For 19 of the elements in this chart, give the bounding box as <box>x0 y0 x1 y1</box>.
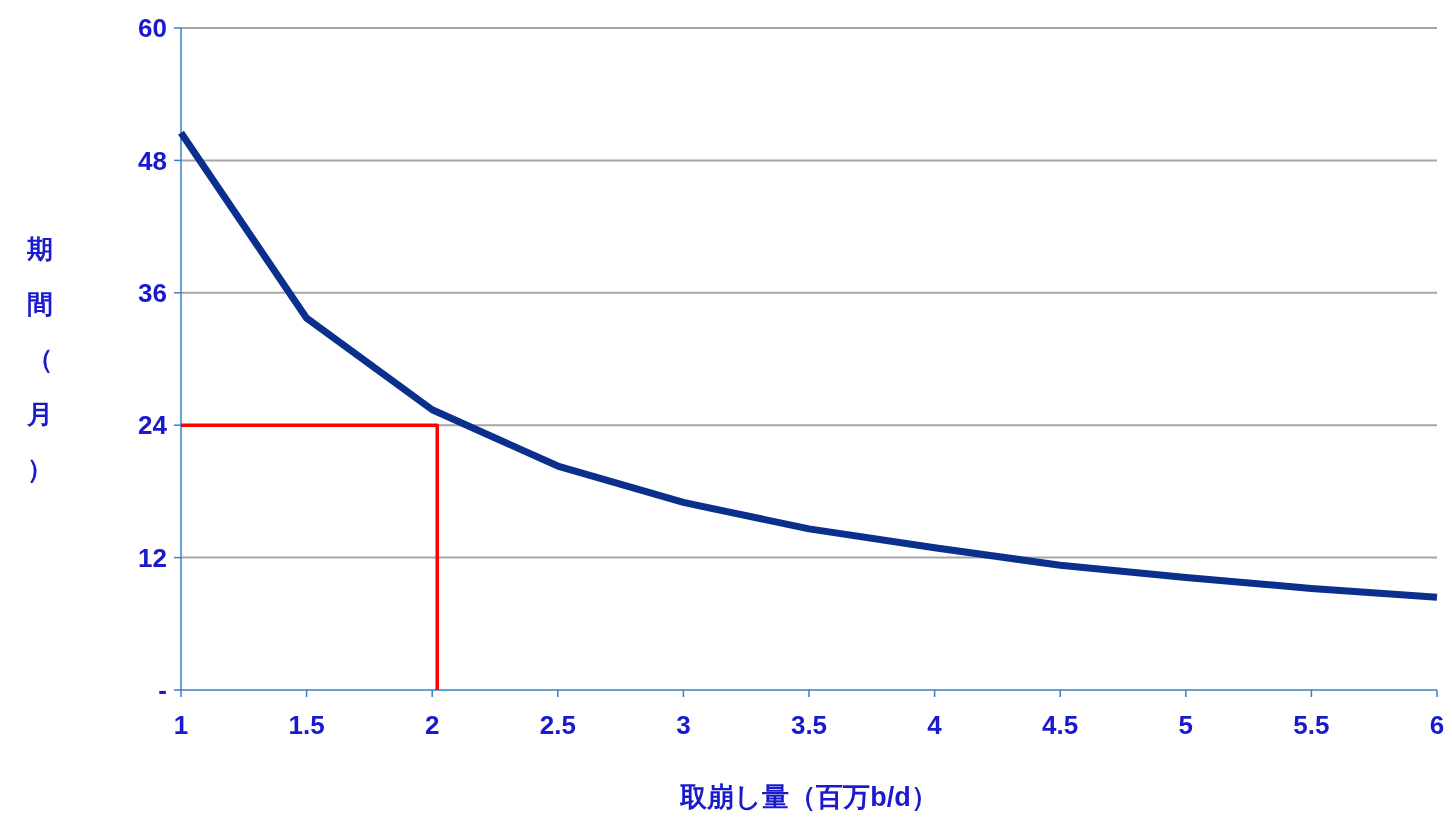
x-tick-label: 4 <box>927 710 943 740</box>
x-tick-label: 5 <box>1178 710 1194 740</box>
x-tick-label: 5.5 <box>1293 710 1330 740</box>
y-tick-label: 12 <box>138 542 167 573</box>
y-tick-label: 48 <box>138 145 167 176</box>
x-tick-label: 1 <box>173 710 189 740</box>
x-tick-label: 1.5 <box>288 710 325 740</box>
x-tick-label: 2.5 <box>539 710 576 740</box>
x-tick-label: 2 <box>424 710 440 740</box>
y-tick-label: 60 <box>138 13 167 44</box>
y-axis-title: 期間（月） <box>26 234 53 484</box>
x-tick-label: 4.5 <box>1042 710 1079 740</box>
x-tick-label: 6 <box>1429 710 1445 740</box>
y-tick-label: 24 <box>138 410 168 441</box>
y-tick-label: - <box>158 675 167 706</box>
x-tick-label: 3.5 <box>790 710 828 740</box>
x-axis-title: 取崩し量（百万b/d） <box>679 782 938 812</box>
x-tick-label: 3 <box>676 710 691 740</box>
y-tick-label: 36 <box>138 277 167 308</box>
